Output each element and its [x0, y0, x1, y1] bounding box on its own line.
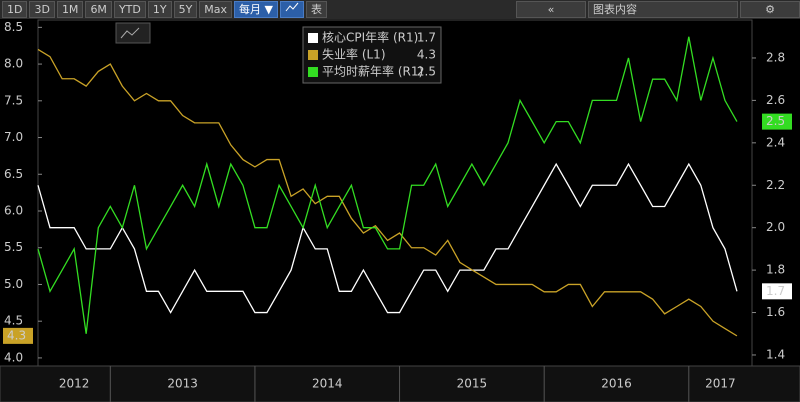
chart-icon — [120, 27, 140, 39]
range-button[interactable]: 3D — [29, 1, 55, 18]
y-tick-label: 1.4 — [766, 347, 785, 361]
legend-swatch — [308, 33, 318, 43]
legend-swatch — [308, 50, 318, 60]
legend-label: 核心CPI年率 (R1) — [322, 30, 418, 45]
range-button[interactable]: 1Y — [147, 1, 172, 18]
x-tick-label: 2012 — [59, 377, 90, 391]
x-tick-label: 2017 — [705, 377, 736, 391]
last-value-label: 4.3 — [7, 328, 26, 342]
y-tick-label: 8.0 — [4, 57, 23, 71]
series-line — [37, 48, 738, 337]
legend-label: 失业率 (L1) — [322, 47, 386, 62]
chart-content-button[interactable]: 图表内容 — [588, 1, 738, 18]
series-line — [37, 36, 738, 334]
last-value-badge — [762, 113, 792, 130]
collapse-button[interactable]: « — [516, 1, 586, 18]
y-tick-label: 7.5 — [4, 93, 23, 107]
y-tick-label: 1.8 — [766, 263, 785, 277]
legend-box — [302, 26, 442, 84]
y-tick-label: 4.5 — [4, 314, 23, 328]
x-tick-label: 2015 — [457, 377, 488, 391]
chart-type-button[interactable] — [280, 1, 305, 18]
range-button[interactable]: Max — [199, 1, 233, 18]
series-line — [37, 162, 738, 314]
frequency-button[interactable]: 每月 ▼ — [234, 1, 279, 18]
y-tick-label: 5.5 — [4, 240, 23, 254]
y-tick-label: 2.0 — [766, 220, 785, 234]
y-tick-label: 4.0 — [4, 350, 23, 364]
last-value-label: 2.5 — [766, 114, 785, 128]
last-value-badge — [3, 327, 33, 344]
x-tick-label: 2016 — [601, 377, 632, 391]
y-tick-label: 1.6 — [766, 305, 785, 319]
y-tick-label: 2.8 — [766, 50, 785, 64]
y-tick-label: 6.5 — [4, 167, 23, 181]
range-button[interactable]: 6M — [85, 1, 112, 18]
table-button[interactable]: 表 — [306, 1, 328, 18]
last-value-badge — [762, 283, 792, 300]
y-tick-label: 5.0 — [4, 277, 23, 291]
icon — [285, 2, 299, 12]
last-value-label: 1.7 — [766, 284, 785, 298]
y-tick-label: 6.0 — [4, 203, 23, 217]
toolbar: 1D 3D 1M 6M YTD 1Y 5Y Max 每月 ▼ 表 «图表内容 ⚙ — [0, 0, 800, 19]
chart-icon-box — [115, 22, 151, 44]
y-tick-label: 2.4 — [766, 135, 785, 149]
range-button[interactable]: 1D — [2, 1, 28, 18]
y-tick-label: 7.0 — [4, 130, 23, 144]
legend-value: 1.7 — [417, 31, 436, 45]
legend: 核心CPI年率 (R1)1.7 失业率 (L1) 4.3 平均时薪年率 (R1)2.5 — [302, 26, 442, 84]
settings-button[interactable]: ⚙ — [740, 1, 800, 18]
legend-label: 平均时薪年率 (R1) — [322, 64, 423, 79]
x-tick-label: 2013 — [167, 377, 198, 391]
legend-swatch — [308, 67, 318, 77]
range-button[interactable]: YTD — [113, 1, 146, 18]
legend-value: 4.3 — [417, 48, 436, 62]
y-tick-label: 2.6 — [766, 93, 785, 107]
range-button[interactable]: 1M — [56, 1, 84, 18]
chart: 4.0 4.5 5.0 5.5 6.0 6.5 7.0 7.5 8.0 8.5 1.4 1.6 1.8 2… — [0, 19, 800, 402]
range-button[interactable]: 5Y — [173, 1, 198, 18]
y-tick-label: 8.5 — [4, 20, 23, 34]
x-tick-label: 2014 — [312, 377, 343, 391]
toolbar-right: «图表内容 ⚙ — [514, 1, 800, 18]
y-tick-label: 2.2 — [766, 178, 785, 192]
legend-value: 2.5 — [417, 65, 436, 79]
